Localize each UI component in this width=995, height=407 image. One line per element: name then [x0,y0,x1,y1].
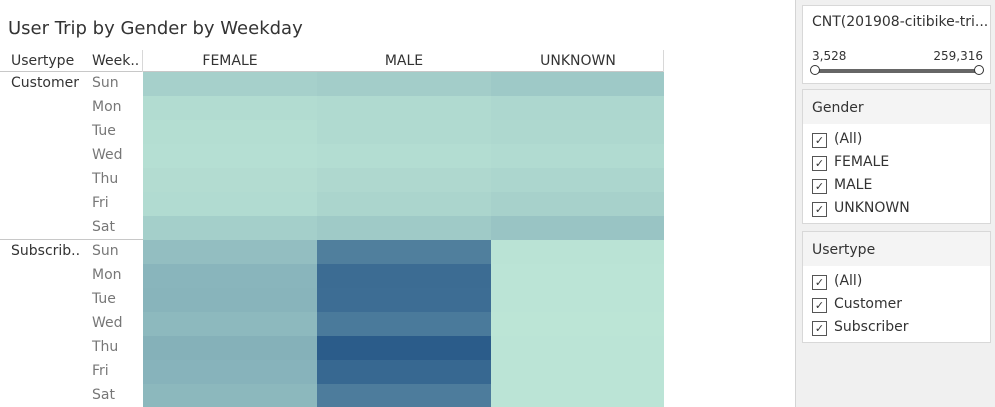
heatmap-cell-subscrib-fri-unknown[interactable] [491,360,664,384]
heatmap-cell-subscrib-sat-male[interactable] [317,384,491,407]
weekday-label: Mon [92,99,122,115]
group-divider [0,239,143,240]
heatmap-cell-customer-mon-male[interactable] [317,96,491,120]
checkbox-checked-icon[interactable]: ✓ [812,298,827,313]
heatmap-cell-subscrib-sat-unknown[interactable] [491,384,664,407]
range-max-label: 259,316 [933,49,983,63]
heatmap-cell-customer-tue-unknown[interactable] [491,120,664,144]
weekday-header: Week.. [92,53,140,69]
usertype-filter-title: Usertype [812,242,876,258]
heatmap-cell-subscrib-mon-female[interactable] [143,264,317,288]
gender-filter-title: Gender [812,100,864,116]
range-min-label: 3,528 [812,49,847,63]
heatmap-cell-customer-wed-unknown[interactable] [491,144,664,168]
heatmap-cell-subscrib-tue-unknown[interactable] [491,288,664,312]
weekday-label: Sat [92,219,115,235]
usertype-header: Usertype [11,53,75,69]
usertype-filter: Usertype ✓ (All) ✓ Customer ✓ Subscriber [802,231,991,343]
heatmap-cell-subscrib-sat-female[interactable] [143,384,317,407]
usertype-label: Subscrib.. [11,243,81,259]
heatmap-cell-subscrib-thu-unknown[interactable] [491,336,664,360]
count-range-filter[interactable]: CNT(201908-citibike-tri... 3,528 259,316 [802,5,991,84]
col-header-unknown: UNKNOWN [540,53,616,69]
plot-border-left [142,50,143,72]
gender-filter: Gender ✓ (All) ✓ FEMALE ✓ MALE ✓ UNKNOWN [802,89,991,224]
gender-filter-header [803,90,990,124]
weekday-label: Thu [92,339,119,355]
heatmap-cell-customer-sat-unknown[interactable] [491,216,664,240]
heatmap-cell-subscrib-sun-female[interactable] [143,240,317,264]
weekday-label: Sun [92,75,119,91]
range-max-handle[interactable] [974,65,984,75]
heatmap-cell-customer-wed-female[interactable] [143,144,317,168]
weekday-label: Fri [92,363,109,379]
heatmap-cell-subscrib-wed-male[interactable] [317,312,491,336]
heatmap-cell-subscrib-sun-male[interactable] [317,240,491,264]
heatmap-cell-customer-wed-male[interactable] [317,144,491,168]
viz-area: User Trip by Gender by Weekday Usertype … [0,0,796,407]
heatmap-cell-subscrib-tue-female[interactable] [143,288,317,312]
heatmap-cell-subscrib-mon-male[interactable] [317,264,491,288]
heatmap-cell-customer-sat-male[interactable] [317,216,491,240]
heatmap-cell-subscrib-fri-male[interactable] [317,360,491,384]
weekday-label: Wed [92,315,123,331]
heatmap-cell-subscrib-fri-female[interactable] [143,360,317,384]
range-filter-title: CNT(201908-citibike-tri... [812,14,987,30]
heatmap-cell-customer-mon-unknown[interactable] [491,96,664,120]
range-min-handle[interactable] [810,65,820,75]
weekday-label: Fri [92,195,109,211]
weekday-label: Wed [92,147,123,163]
weekday-label: Thu [92,171,119,187]
heatmap-cell-customer-sun-female[interactable] [143,72,317,96]
heatmap-cell-subscrib-thu-female[interactable] [143,336,317,360]
weekday-label: Sat [92,387,115,403]
heatmap-cell-subscrib-thu-male[interactable] [317,336,491,360]
usertype-filter-header [803,232,990,266]
heatmap-cell-customer-tue-male[interactable] [317,120,491,144]
heatmap-cell-customer-mon-female[interactable] [143,96,317,120]
checkbox-checked-icon[interactable]: ✓ [812,179,827,194]
heatmap-cell-customer-fri-male[interactable] [317,192,491,216]
checkbox-checked-icon[interactable]: ✓ [812,321,827,336]
heatmap-cell-customer-sun-male[interactable] [317,72,491,96]
header-divider [0,71,664,72]
col-header-female: FEMALE [202,53,258,69]
heatmap-cell-subscrib-wed-female[interactable] [143,312,317,336]
col-header-male: MALE [384,53,424,69]
usertype-label: Customer [11,75,80,91]
checkbox-checked-icon[interactable]: ✓ [812,133,827,148]
chart-title: User Trip by Gender by Weekday [8,18,303,39]
heatmap-cell-customer-fri-female[interactable] [143,192,317,216]
heatmap-cell-subscrib-tue-male[interactable] [317,288,491,312]
heatmap-cells [143,72,664,407]
heatmap-cell-customer-fri-unknown[interactable] [491,192,664,216]
weekday-label: Tue [92,123,116,139]
weekday-label: Sun [92,243,119,259]
heatmap-cell-customer-sat-female[interactable] [143,216,317,240]
heatmap-cell-subscrib-mon-unknown[interactable] [491,264,664,288]
checkbox-checked-icon[interactable]: ✓ [812,275,827,290]
heatmap-cell-customer-tue-female[interactable] [143,120,317,144]
heatmap-cell-customer-thu-male[interactable] [317,168,491,192]
weekday-label: Tue [92,291,116,307]
checkbox-checked-icon[interactable]: ✓ [812,156,827,171]
weekday-label: Mon [92,267,122,283]
heatmap-cell-customer-thu-unknown[interactable] [491,168,664,192]
checkbox-checked-icon[interactable]: ✓ [812,202,827,217]
heatmap-cell-subscrib-wed-unknown[interactable] [491,312,664,336]
filter-panel: CNT(201908-citibike-tri... 3,528 259,316… [796,0,995,407]
range-track[interactable] [815,69,978,73]
heatmap-cell-customer-sun-unknown[interactable] [491,72,664,96]
heatmap-cell-subscrib-sun-unknown[interactable] [491,240,664,264]
heatmap-cell-customer-thu-female[interactable] [143,168,317,192]
